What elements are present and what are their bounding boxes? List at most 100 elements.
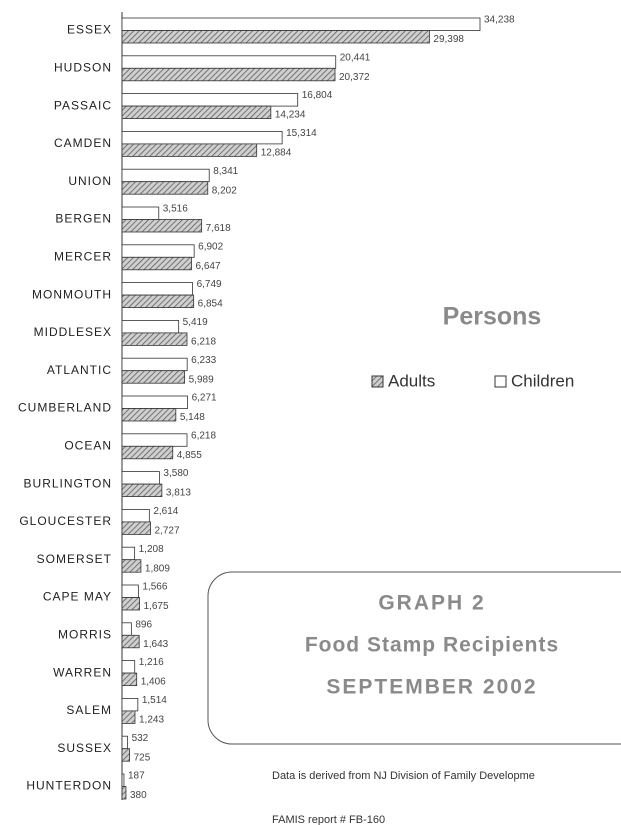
value-label: 1,243 xyxy=(139,715,164,726)
bar xyxy=(121,219,203,233)
value-label: 3,813 xyxy=(166,488,191,499)
y-tick-label: SALEM xyxy=(66,703,112,717)
bar xyxy=(121,471,160,485)
bar xyxy=(121,634,140,649)
bar xyxy=(121,622,132,636)
value-label: 1,208 xyxy=(139,544,164,555)
box-line: Food Stamp Recipients xyxy=(305,634,559,657)
value-label: 12,884 xyxy=(261,148,292,159)
bar xyxy=(121,773,125,787)
value-label: 725 xyxy=(134,752,151,763)
bar xyxy=(121,130,283,145)
y-tick-label: MIDDLESEX xyxy=(34,325,112,339)
bar xyxy=(121,332,188,346)
y-tick-label: CUMBERLAND xyxy=(18,401,112,415)
bar xyxy=(121,168,210,183)
y-tick-label: OCEAN xyxy=(64,438,112,452)
value-label: 6,218 xyxy=(191,337,216,348)
value-label: 896 xyxy=(135,619,152,630)
value-label: 1,675 xyxy=(144,601,169,612)
y-tick-label: BURLINGTON xyxy=(24,476,112,490)
bar xyxy=(121,206,160,220)
value-label: 4,855 xyxy=(177,450,202,461)
value-label: 8,202 xyxy=(212,185,237,196)
y-tick-label: MORRIS xyxy=(58,627,112,641)
bar xyxy=(121,93,299,107)
value-label: 5,148 xyxy=(180,412,205,423)
bar xyxy=(121,105,272,119)
bar xyxy=(121,584,139,598)
bar xyxy=(121,786,127,800)
value-label: 5,989 xyxy=(189,374,214,385)
legend-label: Children xyxy=(511,371,574,390)
y-tick-label: SUSSEX xyxy=(57,741,112,755)
bar xyxy=(121,181,209,195)
bar xyxy=(121,735,128,750)
y-tick-label: PASSAIC xyxy=(54,98,112,112)
value-label: 6,233 xyxy=(191,355,216,366)
bar xyxy=(121,319,180,334)
bar xyxy=(121,433,188,447)
value-label: 14,234 xyxy=(275,110,306,121)
y-tick-label: HUDSON xyxy=(54,60,112,74)
value-label: 1,216 xyxy=(139,657,164,668)
bar xyxy=(121,597,140,611)
y-tick-label: UNION xyxy=(68,174,112,188)
bar xyxy=(121,546,136,561)
box-line: GRAPH 2 xyxy=(378,592,485,615)
legend: Adults Children xyxy=(371,371,574,390)
value-label: 3,516 xyxy=(163,204,188,215)
y-tick-label: BERGEN xyxy=(55,212,112,226)
value-label: 2,614 xyxy=(153,506,178,517)
bar xyxy=(121,17,481,31)
bar xyxy=(121,143,258,157)
y-tick-label: ESSEX xyxy=(67,23,112,37)
bar xyxy=(121,30,430,44)
y-tick-label: HUNTERDON xyxy=(26,779,112,793)
y-tick-label: MONMOUTH xyxy=(32,287,112,301)
value-label: 2,727 xyxy=(155,526,180,537)
y-tick-label: ATLANTIC xyxy=(47,363,112,377)
bar xyxy=(121,408,177,422)
value-label: 380 xyxy=(130,790,147,801)
value-label: 187 xyxy=(128,771,145,782)
value-label: 532 xyxy=(132,733,149,744)
bar xyxy=(121,559,142,573)
bar xyxy=(121,445,174,460)
value-label: 1,406 xyxy=(141,677,166,688)
note: FAMIS report # FB-160 xyxy=(272,814,385,825)
bar xyxy=(121,660,136,674)
note: Data is derived from NJ Division of Fami… xyxy=(272,770,535,782)
y-tick-label: GLOUCESTER xyxy=(19,514,112,528)
y-tick-label: CAPE MAY xyxy=(43,590,112,604)
y-tick-label: CAMDEN xyxy=(54,136,112,150)
bar xyxy=(121,748,130,762)
value-label: 6,218 xyxy=(191,430,216,441)
bar xyxy=(121,67,336,82)
legend-swatch xyxy=(371,375,384,388)
bar xyxy=(121,395,188,409)
box-line: SEPTEMBER 2002 xyxy=(326,676,537,699)
y-tick-label: WARREN xyxy=(53,665,112,679)
value-label: 1,643 xyxy=(143,639,168,650)
bar xyxy=(121,710,136,724)
bar xyxy=(121,483,163,498)
bar xyxy=(121,508,150,523)
value-label: 1,566 xyxy=(142,582,167,593)
value-label: 20,441 xyxy=(340,52,371,63)
bar xyxy=(121,244,195,258)
chart-title: Persons xyxy=(443,303,542,331)
value-label: 7,618 xyxy=(206,223,231,234)
y-tick-label: SOMERSET xyxy=(37,552,112,566)
bar xyxy=(121,370,186,384)
bar xyxy=(121,672,138,686)
value-label: 15,314 xyxy=(286,128,317,139)
value-label: 34,238 xyxy=(484,15,515,26)
bar xyxy=(121,521,151,535)
value-label: 16,804 xyxy=(302,90,333,101)
value-label: 6,902 xyxy=(198,241,223,252)
value-label: 1,809 xyxy=(145,563,170,574)
value-label: 6,271 xyxy=(192,393,217,404)
title-box xyxy=(207,571,621,745)
